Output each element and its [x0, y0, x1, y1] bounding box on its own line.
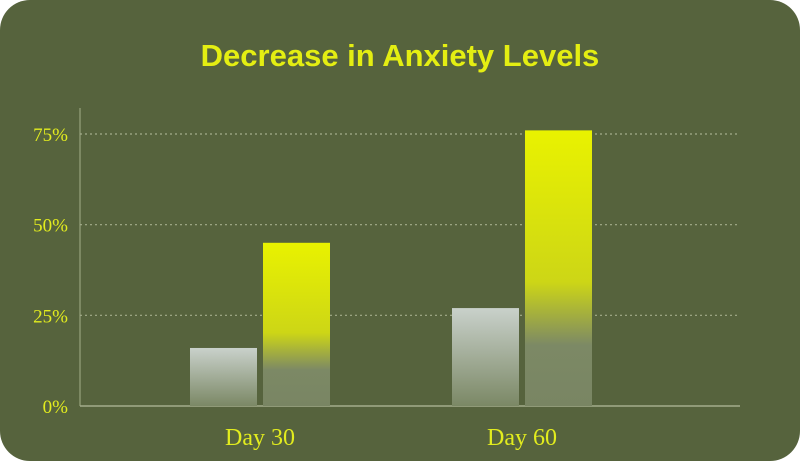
x-category-label: Day 60 [487, 425, 557, 451]
grid-layer [79, 108, 740, 407]
chart-title: Decrease in Anxiety Levels [200, 38, 600, 73]
y-tick-label: 0% [43, 397, 69, 418]
x-category-label: Day 30 [225, 425, 295, 451]
y-tick-label: 25% [33, 306, 68, 327]
bar-series-2-day-30 [263, 242, 330, 406]
bar-layer [190, 130, 592, 406]
y-tick-label: 75% [33, 125, 68, 146]
bar-series-1-day-30 [190, 347, 257, 406]
label-layer: 0% 25% 50% 75% Day 30 Day 60 [33, 125, 557, 451]
y-tick-label: 50% [33, 216, 68, 237]
bar-series-2-day-60 [525, 130, 592, 406]
bar-series-1-day-60 [452, 308, 519, 406]
